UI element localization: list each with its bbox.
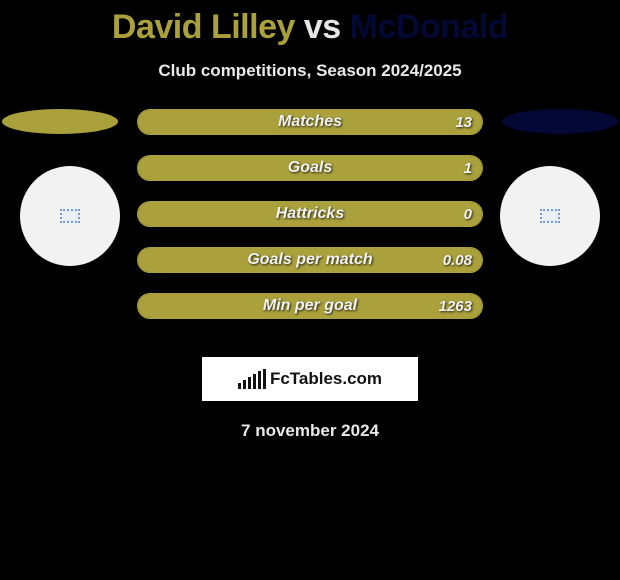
stat-row: Matches13: [137, 109, 483, 135]
brand-box: FcTables.com: [202, 357, 418, 401]
date-line: 7 november 2024: [0, 421, 620, 441]
brand-bar: [253, 374, 256, 389]
stat-fill-left: [138, 202, 482, 226]
stat-row: Min per goal1263: [137, 293, 483, 319]
player1-ellipse: [2, 109, 118, 134]
stat-fill-left: [138, 248, 482, 272]
title-row: David Lilley vs McDonald: [0, 0, 620, 47]
brand-bar: [258, 371, 261, 389]
brand-bars-icon: [238, 369, 266, 389]
player2-badge-icon: [540, 209, 560, 223]
brand-bar: [238, 383, 241, 389]
player2-badge-circle: [500, 166, 600, 266]
stat-row: Goals1: [137, 155, 483, 181]
brand-bar: [263, 369, 266, 389]
player2-name: McDonald: [350, 8, 508, 46]
stats-container: Matches13 Goals1 Hattricks0 Goals per match…: [137, 109, 483, 319]
player1-badge-icon: [60, 209, 80, 223]
brand-text: FcTables.com: [270, 369, 382, 389]
stat-fill-left: [138, 156, 482, 180]
player1-badge-circle: [20, 166, 120, 266]
player1-name: David Lilley: [112, 8, 295, 46]
stat-fill-left: [138, 294, 482, 318]
brand-bar: [248, 377, 251, 389]
brand-bar: [243, 380, 246, 389]
stat-row: Goals per match0.08: [137, 247, 483, 273]
vs-separator: vs: [304, 8, 341, 46]
player2-ellipse: [502, 109, 618, 134]
comparison-title: David Lilley vs McDonald: [112, 8, 508, 47]
subtitle: Club competitions, Season 2024/2025: [0, 61, 620, 81]
content-zone: Matches13 Goals1 Hattricks0 Goals per match…: [0, 109, 620, 349]
stat-fill-left: [138, 110, 482, 134]
stat-row: Hattricks0: [137, 201, 483, 227]
